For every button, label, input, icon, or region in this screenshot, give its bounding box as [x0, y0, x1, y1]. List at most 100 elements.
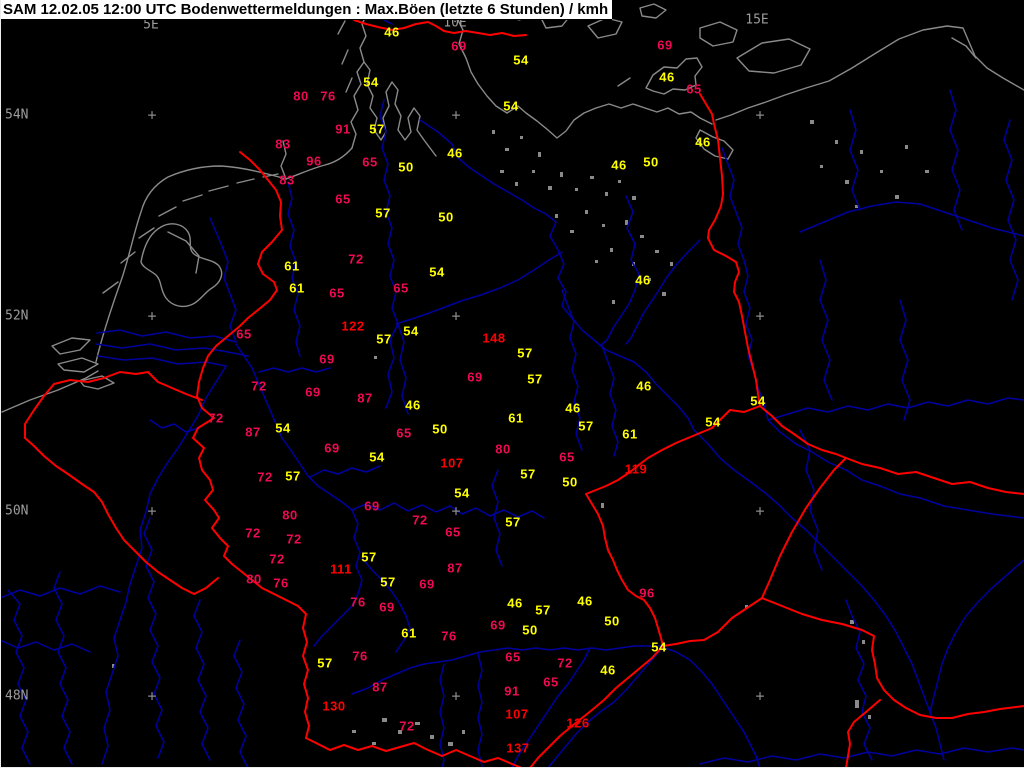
- station-gust-value: 83: [275, 136, 291, 152]
- station-gust-value: 107: [505, 706, 529, 722]
- station-gust-value: 57: [380, 574, 396, 590]
- station-gust-value: 50: [438, 209, 454, 225]
- graticule-cross: +: [147, 106, 157, 124]
- graticule-cross: +: [147, 687, 157, 705]
- station-gust-value: 54: [651, 639, 667, 655]
- station-gust-value: 46: [577, 593, 593, 609]
- graticule-cross: +: [147, 502, 157, 520]
- station-gust-value: 46: [507, 595, 523, 611]
- station-gust-value: 57: [517, 345, 533, 361]
- station-gust-value: 57: [361, 549, 377, 565]
- station-gust-value: 61: [289, 280, 305, 296]
- station-gust-value: 61: [508, 410, 524, 426]
- station-gust-value: 50: [562, 474, 578, 490]
- station-gust-value: 50: [522, 622, 538, 638]
- station-gust-value: 61: [622, 426, 638, 442]
- frame-left-edge: [0, 0, 1, 768]
- station-gust-value: 72: [208, 410, 224, 426]
- station-gust-value: 69: [490, 617, 506, 633]
- station-gust-value: 76: [350, 594, 366, 610]
- title-bar: SAM 12.02.05 12:00 UTC Bodenwettermeldun…: [1, 0, 613, 20]
- station-gust-value: 54: [454, 485, 470, 501]
- station-gust-value: 54: [503, 98, 519, 114]
- station-gust-value: 69: [364, 498, 380, 514]
- station-gust-value: 119: [624, 461, 648, 477]
- station-gust-value: 65: [393, 280, 409, 296]
- station-gust-value: 76: [273, 575, 289, 591]
- station-gust-value: 80: [282, 507, 298, 523]
- station-gust-value: 57: [535, 602, 551, 618]
- station-gust-value: 46: [405, 397, 421, 413]
- station-gust-value: 65: [543, 674, 559, 690]
- station-gust-value: 50: [604, 613, 620, 629]
- station-gust-value: 46: [636, 378, 652, 394]
- station-gust-value: 54: [429, 264, 445, 280]
- station-gust-value: 57: [376, 331, 392, 347]
- station-gust-value: 91: [335, 121, 351, 137]
- station-gust-value: 69: [319, 351, 335, 367]
- graticule-cross: +: [755, 106, 765, 124]
- station-gust-value: 61: [401, 625, 417, 641]
- station-gust-value: 69: [379, 599, 395, 615]
- lon-label: 5E: [143, 17, 159, 33]
- station-gust-value: 54: [750, 393, 766, 409]
- station-gust-value: 54: [705, 414, 721, 430]
- station-gust-value: 72: [348, 251, 364, 267]
- station-gust-value: 148: [482, 330, 506, 346]
- station-gust-value: 87: [372, 679, 388, 695]
- station-gust-value: 76: [441, 628, 457, 644]
- station-gust-value: 57: [317, 655, 333, 671]
- station-gust-value: 87: [357, 390, 373, 406]
- station-gust-value: 65: [686, 81, 702, 97]
- station-gust-value: 54: [513, 52, 529, 68]
- graticule-cross: +: [451, 687, 461, 705]
- station-gust-value: 72: [251, 378, 267, 394]
- station-gust-value: 65: [362, 154, 378, 170]
- station-gust-value: 72: [557, 655, 573, 671]
- station-gust-value: 69: [419, 576, 435, 592]
- station-gust-value: 46: [635, 272, 651, 288]
- station-gust-value: 54: [369, 449, 385, 465]
- lat-label: 52N: [5, 308, 29, 324]
- station-gust-value: 80: [246, 571, 262, 587]
- station-gust-value: 50: [398, 159, 414, 175]
- station-gust-value: 54: [363, 74, 379, 90]
- graticule-cross: +: [755, 687, 765, 705]
- station-gust-value: 96: [306, 153, 322, 169]
- station-gust-value: 91: [504, 683, 520, 699]
- station-gust-value: 57: [578, 418, 594, 434]
- station-gust-value: 72: [245, 525, 261, 541]
- station-gust-value: 69: [451, 38, 467, 54]
- station-gust-value: 57: [527, 371, 543, 387]
- station-gust-value: 122: [341, 318, 365, 334]
- station-gust-value: 76: [320, 88, 336, 104]
- station-gust-value: 61: [284, 258, 300, 274]
- station-gust-value: 65: [505, 649, 521, 665]
- river-layer: [0, 12, 1024, 768]
- station-gust-value: 57: [505, 514, 521, 530]
- station-gust-value: 69: [305, 384, 321, 400]
- station-gust-value: 69: [657, 37, 673, 53]
- station-gust-value: 72: [399, 718, 415, 734]
- station-gust-value: 65: [396, 425, 412, 441]
- station-gust-value: 130: [322, 698, 346, 714]
- station-gust-value: 72: [412, 512, 428, 528]
- station-gust-value: 80: [495, 441, 511, 457]
- station-gust-value: 54: [275, 420, 291, 436]
- station-gust-value: 83: [279, 172, 295, 188]
- station-gust-value: 126: [566, 715, 590, 731]
- station-gust-value: 54: [403, 323, 419, 339]
- station-gust-value: 69: [324, 440, 340, 456]
- lat-label: 54N: [5, 107, 29, 123]
- station-gust-value: 72: [269, 551, 285, 567]
- station-gust-value: 65: [236, 326, 252, 342]
- station-gust-value: 46: [611, 157, 627, 173]
- graticule-cross: +: [451, 106, 461, 124]
- station-gust-value: 65: [445, 524, 461, 540]
- station-gust-value: 57: [285, 468, 301, 484]
- graticule-cross: +: [451, 502, 461, 520]
- station-gust-value: 46: [600, 662, 616, 678]
- station-gust-value: 57: [375, 205, 391, 221]
- graticule-cross: +: [451, 307, 461, 325]
- graticule-cross: +: [755, 307, 765, 325]
